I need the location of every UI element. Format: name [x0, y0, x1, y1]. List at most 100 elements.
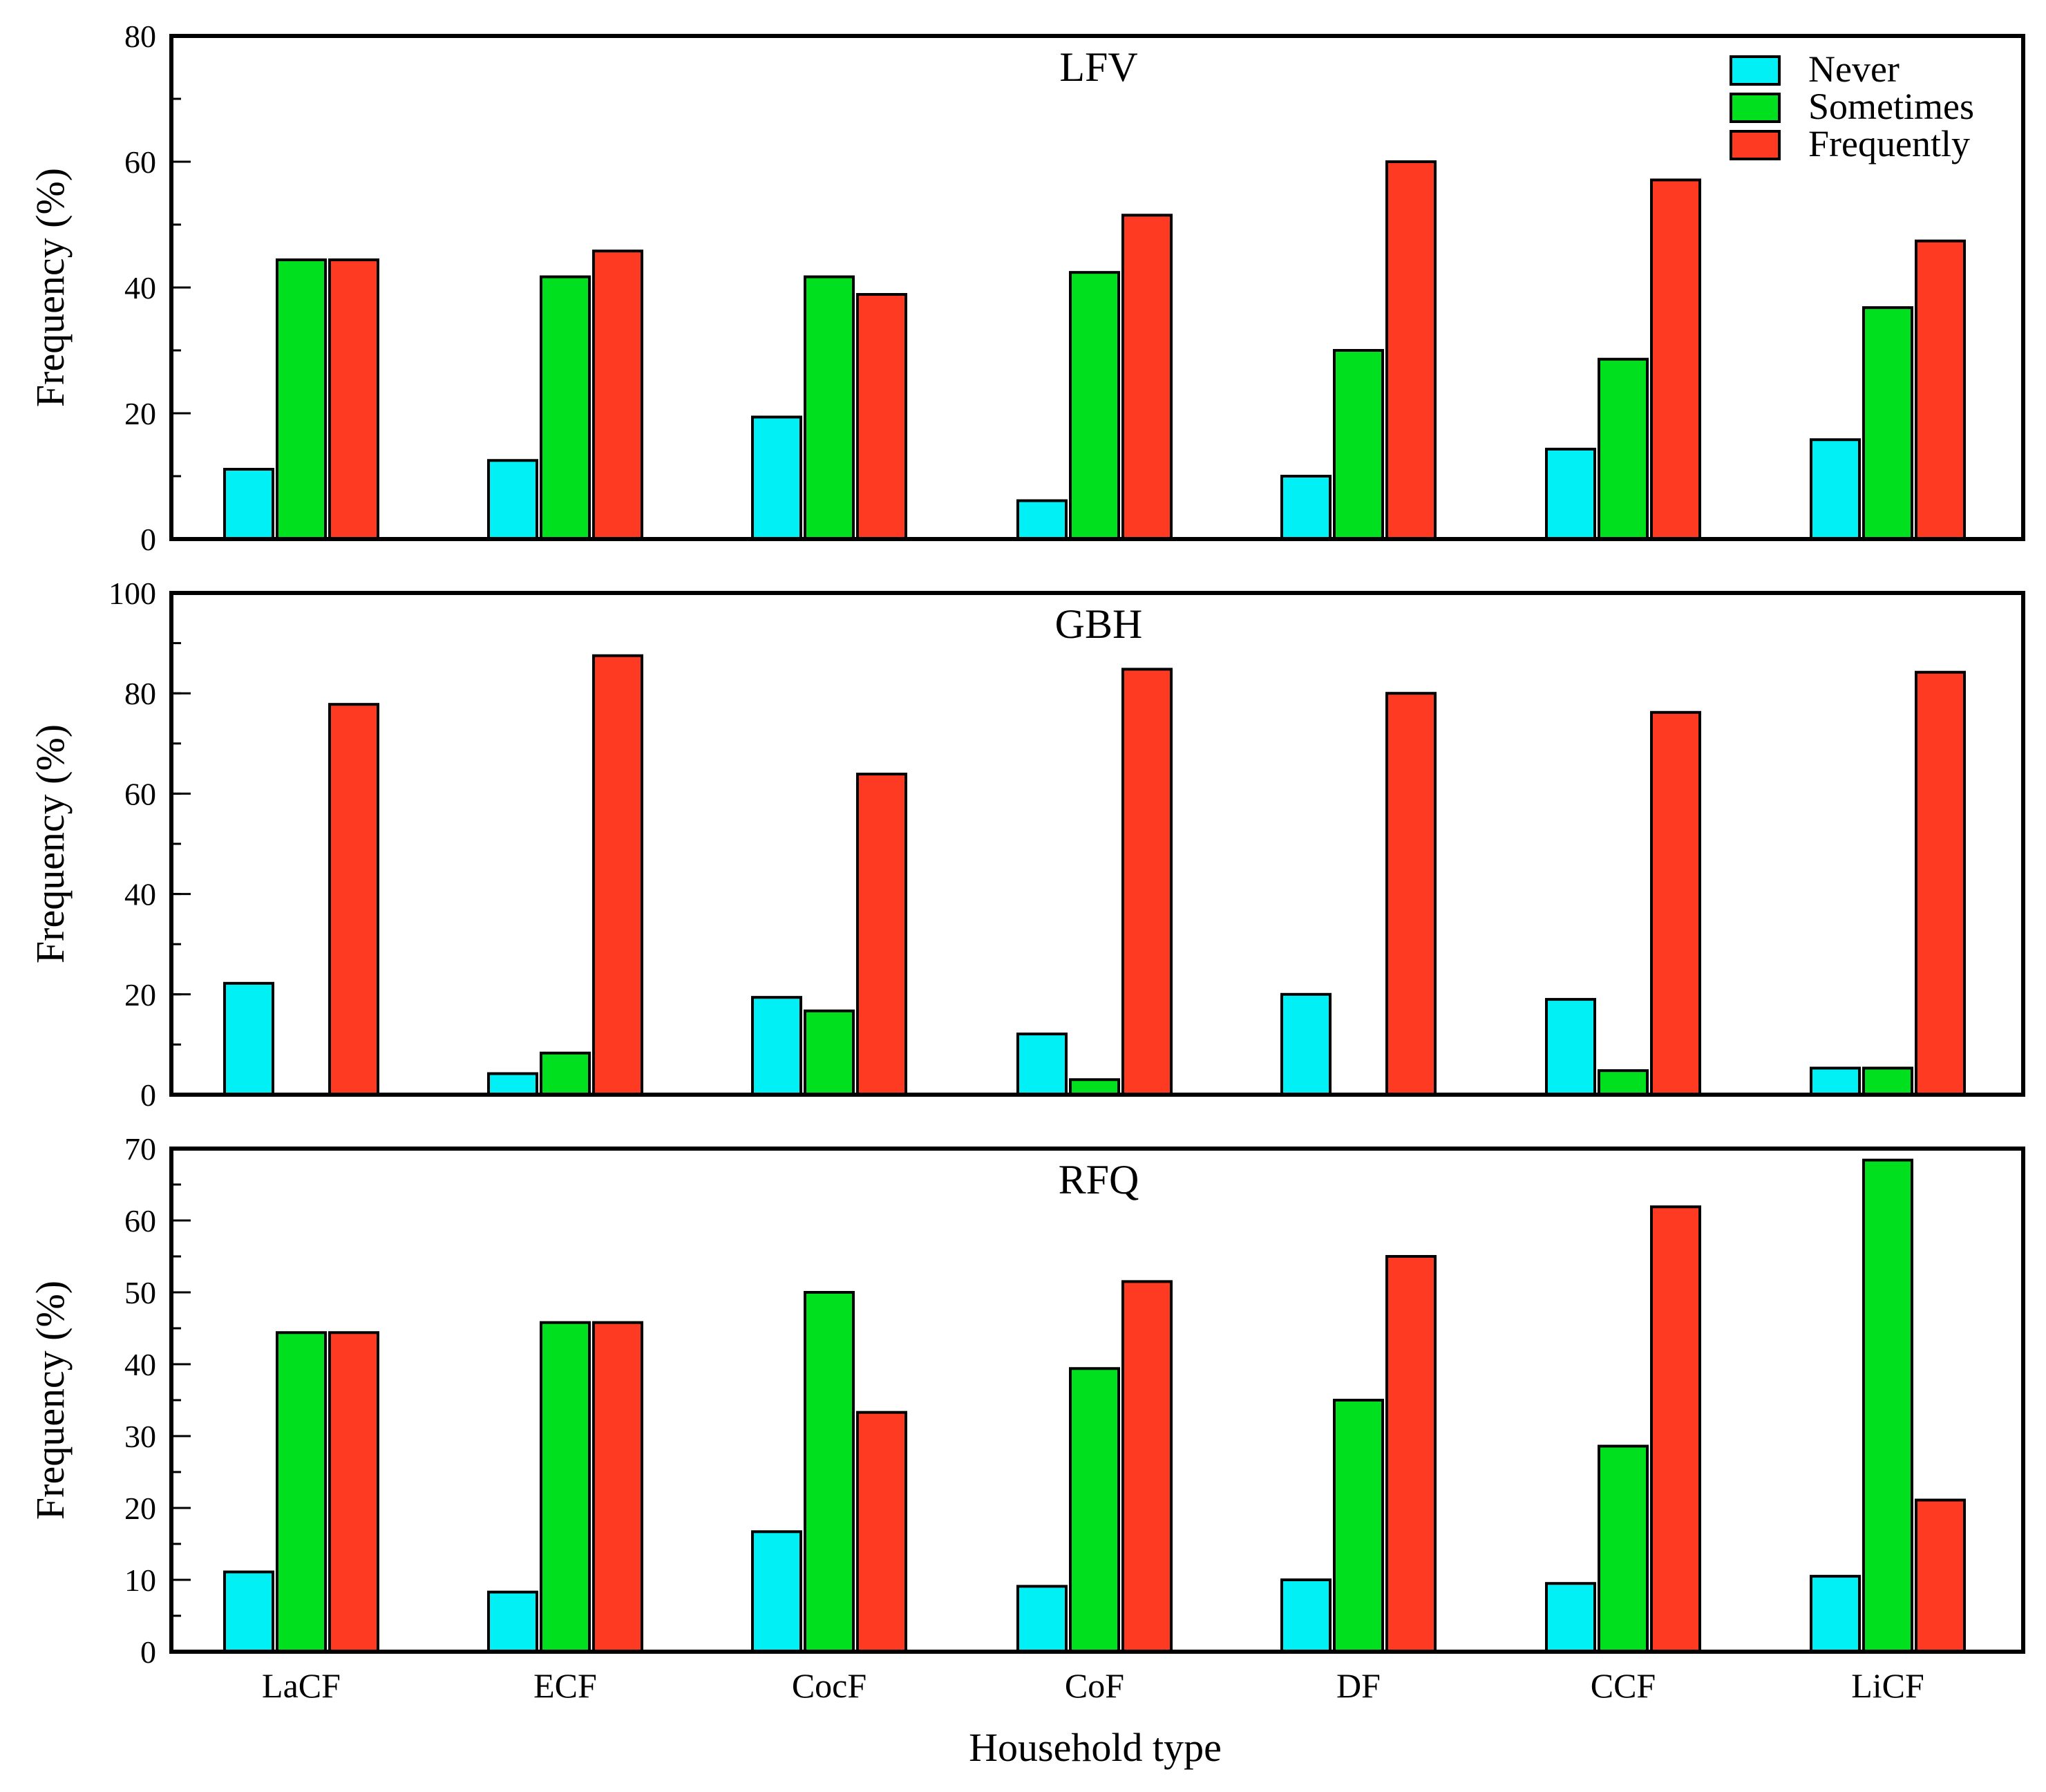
legend-swatch-never [1730, 55, 1781, 86]
bar-gbh-licf-never [1810, 1066, 1861, 1096]
bar-lfv-licf-never [1810, 438, 1861, 540]
bar-gbh-ccf-never [1545, 998, 1596, 1097]
y-tick-label: 30 [124, 1419, 156, 1454]
y-tick-label: 60 [124, 776, 156, 811]
bar-gbh-cocf-frequently [856, 773, 907, 1097]
bar-gbh-ecf-never [487, 1072, 538, 1097]
y-tick-label: 60 [124, 1203, 156, 1238]
bar-lfv-cof-frequently [1121, 214, 1173, 540]
y-tick-label: 20 [124, 396, 156, 431]
bar-lfv-lacf-sometimes [276, 258, 327, 540]
bar-rfq-lacf-never [223, 1570, 274, 1654]
bar-gbh-licf-sometimes [1862, 1066, 1913, 1096]
bar-lfv-ecf-frequently [592, 249, 643, 540]
bar-lfv-ccf-frequently [1650, 178, 1701, 540]
y-tick-label: 40 [124, 1347, 156, 1382]
bar-rfq-ccf-frequently [1650, 1205, 1701, 1653]
bar-rfq-ecf-never [487, 1590, 538, 1653]
bar-lfv-ccf-never [1545, 447, 1596, 540]
bar-rfq-lacf-sometimes [276, 1331, 327, 1653]
bar-rfq-cof-sometimes [1069, 1367, 1120, 1653]
x-axis-title: Household type [969, 1725, 1222, 1770]
y-tick-label: 0 [140, 522, 156, 557]
bar-lfv-cocf-sometimes [804, 275, 855, 540]
bar-rfq-ccf-never [1545, 1582, 1596, 1653]
bar-gbh-ccf-sometimes [1598, 1069, 1649, 1096]
x-tick-label: CocF [792, 1666, 866, 1705]
bar-rfq-cof-frequently [1121, 1280, 1173, 1653]
bar-rfq-ecf-frequently [592, 1321, 643, 1654]
legend-label-sometimes: Sometimes [1808, 86, 1974, 127]
bar-rfq-cof-never [1016, 1585, 1068, 1654]
y-tick-label: 20 [124, 1491, 156, 1526]
legend-swatch-sometimes [1730, 93, 1781, 123]
legend-swatch-frequently [1730, 130, 1781, 160]
panel-title: LFV [1059, 44, 1137, 90]
x-tick-label: LiCF [1851, 1666, 1924, 1705]
panel-frame [169, 34, 2025, 541]
y-tick-label: 70 [124, 1131, 156, 1167]
bar-gbh-ecf-frequently [592, 654, 643, 1096]
bar-rfq-df-frequently [1385, 1255, 1437, 1653]
bar-lfv-lacf-frequently [328, 258, 379, 540]
bar-rfq-lacf-frequently [328, 1331, 379, 1653]
panel-frame [169, 591, 2025, 1097]
panel-title: GBH [1055, 601, 1143, 647]
y-tick-label: 80 [124, 19, 156, 54]
bar-rfq-cocf-frequently [856, 1411, 907, 1654]
bar-gbh-df-never [1280, 992, 1332, 1097]
bar-rfq-cocf-never [751, 1530, 802, 1654]
y-tick-label: 0 [140, 1634, 156, 1670]
bar-gbh-licf-frequently [1915, 670, 1966, 1096]
bar-rfq-ecf-sometimes [540, 1321, 591, 1654]
bar-lfv-lacf-never [223, 467, 274, 540]
bar-gbh-lacf-frequently [328, 703, 379, 1096]
y-axis-title: Frequency (%) [28, 168, 73, 407]
y-axis-title: Frequency (%) [28, 724, 73, 963]
panel-lfv: 0 20 40 60 80 LFV Frequency (%) [28, 19, 2025, 557]
bar-lfv-ccf-sometimes [1598, 357, 1649, 540]
panel-rfq: 0 10 20 30 40 50 60 70 RFQ Frequency (%) [28, 1131, 2025, 1670]
y-tick-label: 80 [124, 676, 156, 711]
bar-gbh-lacf-never [223, 981, 274, 1096]
bar-gbh-cof-never [1016, 1032, 1068, 1097]
bar-rfq-cocf-sometimes [804, 1291, 855, 1653]
x-tick-label: ECF [533, 1666, 597, 1705]
bar-gbh-cocf-never [751, 996, 802, 1096]
x-tick-label: CCF [1591, 1666, 1656, 1705]
bar-gbh-cof-frequently [1121, 668, 1173, 1096]
panel-title: RFQ [1059, 1157, 1139, 1202]
legend-label-never: Never [1808, 48, 1900, 90]
panel-frame [169, 1147, 2025, 1654]
bar-gbh-cof-sometimes [1069, 1078, 1120, 1096]
bar-lfv-cof-sometimes [1069, 271, 1120, 540]
y-tick-label: 20 [124, 977, 156, 1012]
bar-lfv-ecf-sometimes [540, 275, 591, 540]
bar-rfq-licf-never [1810, 1574, 1861, 1654]
x-tick-label: LaCF [262, 1666, 341, 1705]
x-tick-label: CoF [1065, 1666, 1124, 1705]
bar-gbh-cocf-sometimes [804, 1009, 855, 1097]
bar-gbh-ecf-sometimes [540, 1051, 591, 1096]
bar-rfq-licf-frequently [1915, 1498, 1966, 1654]
x-tick-label: DF [1336, 1666, 1381, 1705]
bar-gbh-ccf-frequently [1650, 710, 1701, 1096]
bar-lfv-cocf-never [751, 415, 802, 541]
bar-lfv-licf-frequently [1915, 239, 1966, 540]
bar-lfv-df-never [1280, 475, 1332, 540]
bar-lfv-ecf-never [487, 459, 538, 540]
bar-lfv-df-sometimes [1333, 349, 1384, 540]
y-tick-label: 10 [124, 1563, 156, 1598]
bar-rfq-df-sometimes [1333, 1399, 1384, 1653]
y-tick-label: 50 [124, 1275, 156, 1310]
bar-lfv-cof-never [1016, 499, 1068, 540]
bar-lfv-cocf-frequently [856, 293, 907, 540]
bar-rfq-licf-sometimes [1862, 1158, 1913, 1653]
y-tick-label: 60 [124, 144, 156, 180]
legend-label-frequently: Frequently [1808, 123, 1970, 164]
bar-gbh-df-frequently [1385, 692, 1437, 1096]
y-axis-title: Frequency (%) [28, 1281, 73, 1520]
